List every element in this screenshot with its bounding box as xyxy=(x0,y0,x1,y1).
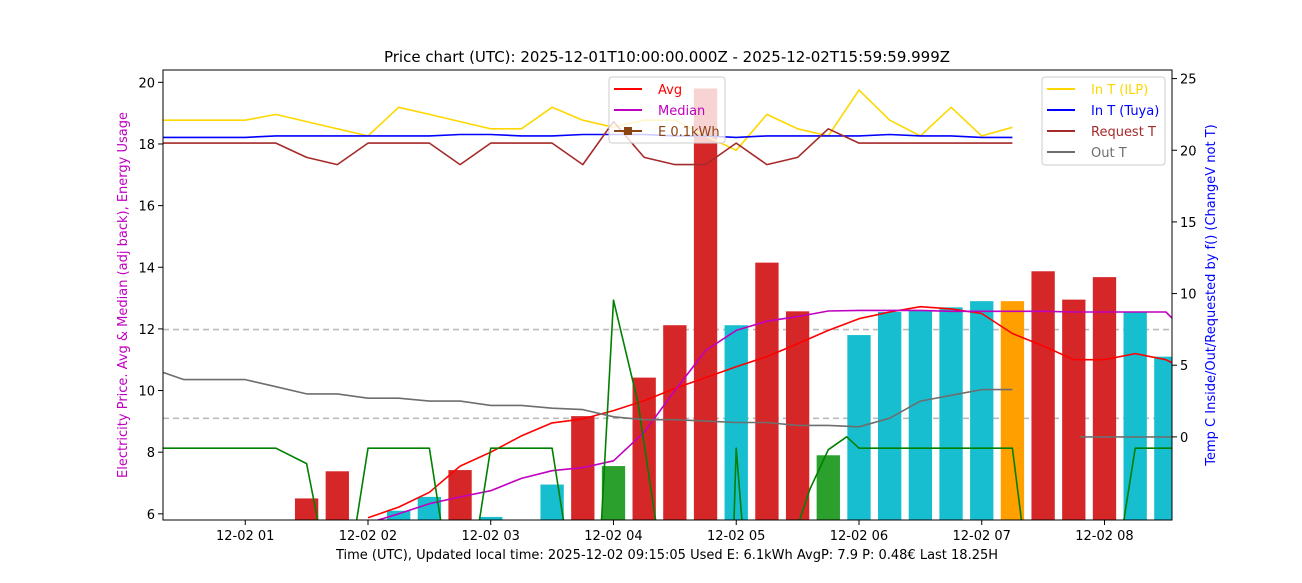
series-line-request-t xyxy=(163,120,1013,166)
legend-right: In T (ILP) In T (Tuya) Request T Out T xyxy=(1041,76,1166,166)
y2-tick-label-1: 5 xyxy=(1180,359,1188,374)
legend-left-label-1: Median xyxy=(658,104,705,119)
price-bar-6 xyxy=(540,484,564,520)
legend-left-box xyxy=(608,76,726,144)
price-bar-17 xyxy=(878,311,902,520)
price-bar-1 xyxy=(325,471,349,520)
y-tick-label-3: 12 xyxy=(138,323,155,338)
y-tick-label-6: 18 xyxy=(138,138,155,153)
series-line-avg xyxy=(367,305,1172,519)
legend-right-box xyxy=(1041,76,1166,166)
series-line-e-0-1kwh xyxy=(163,299,1172,520)
y-axis-label: Electricity Price. Avg & Median (adj bac… xyxy=(116,112,131,478)
price-bar-8 xyxy=(601,466,626,520)
y2-tick-label-2: 10 xyxy=(1180,288,1197,303)
y-tick-label-1: 8 xyxy=(147,446,155,461)
price-bar-5 xyxy=(479,516,503,520)
legend-left-marker-2 xyxy=(624,127,632,135)
price-bar-2 xyxy=(387,510,411,520)
legend-right-label-0: In T (ILP) xyxy=(1091,83,1148,98)
series-lines xyxy=(163,89,1172,520)
price-bar-13 xyxy=(755,262,779,520)
price-bar-26 xyxy=(1154,356,1172,520)
price-bar-21 xyxy=(1000,301,1025,520)
price-bar-18 xyxy=(908,310,933,520)
price-bar-14 xyxy=(785,311,810,520)
y-tick-label-2: 10 xyxy=(138,385,155,400)
price-bar-19 xyxy=(939,307,963,520)
legend-left: Avg Median E 0.1kWh xyxy=(608,76,726,144)
y-tick-label-4: 14 xyxy=(138,261,155,276)
x-tick-label-0: 12-02 01 xyxy=(216,529,274,544)
legend-left-label-0: Avg xyxy=(658,83,682,98)
y2-tick-label-0: 0 xyxy=(1180,431,1188,446)
series-line-in-t-tuya- xyxy=(163,133,1013,139)
price-bar-12 xyxy=(724,325,748,520)
y-tick-label-7: 20 xyxy=(138,76,155,91)
x-tick-label-1: 12-02 02 xyxy=(339,529,397,544)
legend-right-label-2: Request T xyxy=(1091,125,1156,140)
y2-tick-label-4: 20 xyxy=(1180,144,1197,159)
price-bar-23 xyxy=(1062,299,1086,520)
plot-frame xyxy=(162,69,1173,521)
x-axis-label: Time (UTC), Updated local time: 2025-12-… xyxy=(335,548,998,563)
price-bar-16 xyxy=(847,335,871,520)
x-axis-ticks: 12-02 01 12-02 02 12-02 03 12-02 04 12-02 05… xyxy=(216,520,1134,544)
series-line-out-t xyxy=(163,371,1013,428)
price-bar-15 xyxy=(816,455,840,520)
price-bar-25 xyxy=(1123,311,1147,520)
x-tick-label-2: 12-02 03 xyxy=(462,529,520,544)
x-tick-label-3: 12-02 04 xyxy=(584,529,642,544)
y2-axis-label: Temp C Inside/Out/Requested by f() (Chan… xyxy=(1204,124,1219,466)
price-bar-4 xyxy=(448,470,472,520)
x-tick-label-4: 12-02 05 xyxy=(707,529,765,544)
series-line-in-t-ilp- xyxy=(163,89,1013,152)
y2-tick-label-5: 25 xyxy=(1180,73,1197,88)
chart-title: Price chart (UTC): 2025-12-01T10:00:00.0… xyxy=(384,48,950,66)
price-bar-22 xyxy=(1031,271,1055,520)
y-tick-label-0: 6 xyxy=(147,508,155,523)
price-bar-0 xyxy=(294,498,319,520)
price-bar-10 xyxy=(663,325,687,520)
legend-right-label-3: Out T xyxy=(1091,146,1127,161)
y2-axis-ticks: 0 5 10 15 20 25 xyxy=(1172,73,1197,446)
y-tick-label-5: 16 xyxy=(138,200,155,215)
legend-right-label-1: In T (Tuya) xyxy=(1091,104,1159,119)
y2-tick-label-3: 15 xyxy=(1180,216,1197,231)
legend-left-label-2: E 0.1kWh xyxy=(658,125,720,140)
price-bar-11 xyxy=(693,88,718,520)
y-axis-ticks: 6 8 10 12 14 16 18 20 xyxy=(138,76,163,523)
price-bar-20 xyxy=(970,301,994,520)
x-tick-label-6: 12-02 07 xyxy=(953,529,1011,544)
x-tick-label-5: 12-02 06 xyxy=(830,529,888,544)
series-line-median xyxy=(375,309,1172,520)
price-bar-24 xyxy=(1092,277,1117,520)
x-tick-label-7: 12-02 08 xyxy=(1075,529,1133,544)
